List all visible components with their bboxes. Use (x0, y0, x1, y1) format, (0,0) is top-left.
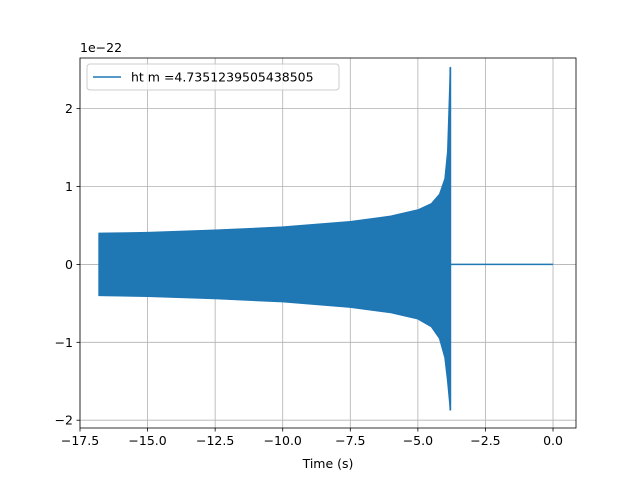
waveform-envelope (98, 66, 451, 411)
y-tick-label: −2 (55, 413, 73, 428)
y-offset-text: 1e−22 (80, 40, 122, 55)
x-tick-label: −17.5 (61, 433, 99, 448)
x-tick-label: −15.0 (128, 433, 166, 448)
y-tick-label: 1 (65, 179, 73, 194)
x-tick-label: −7.5 (335, 433, 365, 448)
x-tick-label: −10.0 (264, 433, 302, 448)
legend-box (86, 63, 340, 91)
legend-label: ht m =4.7351239505438505 (131, 70, 314, 85)
x-tick-label: −2.5 (470, 433, 500, 448)
x-tick-label: −5.0 (403, 433, 433, 448)
legend: ht m =4.7351239505438505 (86, 63, 340, 91)
x-tick-label: 0.0 (543, 433, 563, 448)
x-tick-label: −12.5 (196, 433, 234, 448)
y-axis-ticks: −2 −1 0 1 2 (55, 101, 80, 428)
x-axis-label: Time (s) (302, 456, 354, 471)
plot-frame (79, 57, 577, 429)
series-ht (98, 66, 554, 411)
y-tick-label: −1 (55, 335, 73, 350)
y-tick-label: 2 (65, 101, 73, 116)
x-axis-ticks: −17.5 −15.0 −12.5 −10.0 −7.5 −5.0 −2.5 0.0 (61, 428, 563, 448)
y-tick-label: 0 (65, 257, 73, 272)
